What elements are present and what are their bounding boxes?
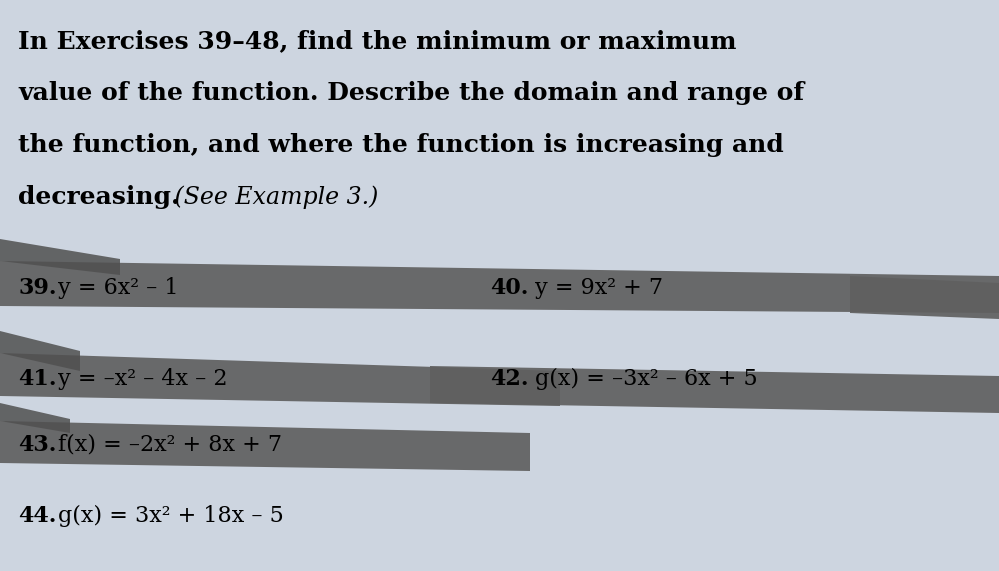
Polygon shape	[0, 331, 80, 371]
Text: 43.: 43.	[18, 434, 56, 456]
Text: the function, and where the function is increasing and: the function, and where the function is …	[18, 133, 784, 157]
Text: 40.: 40.	[490, 277, 528, 299]
Polygon shape	[0, 353, 560, 406]
Polygon shape	[0, 403, 70, 433]
Text: In Exercises 39–48, find the minimum or maximum: In Exercises 39–48, find the minimum or …	[18, 29, 736, 53]
Text: g(x) = –3x² – 6x + 5: g(x) = –3x² – 6x + 5	[535, 368, 757, 390]
Text: y = –x² – 4x – 2: y = –x² – 4x – 2	[58, 368, 228, 390]
Polygon shape	[430, 366, 999, 413]
Text: 39.: 39.	[18, 277, 57, 299]
Text: (See Example 3.): (See Example 3.)	[167, 185, 379, 208]
Text: 42.: 42.	[490, 368, 528, 390]
Polygon shape	[0, 421, 530, 471]
Text: y = 9x² + 7: y = 9x² + 7	[535, 277, 663, 299]
Text: f(x) = –2x² + 8x + 7: f(x) = –2x² + 8x + 7	[58, 434, 282, 456]
Text: value of the function. Describe the domain and range of: value of the function. Describe the doma…	[18, 81, 804, 105]
Text: 41.: 41.	[18, 368, 57, 390]
Text: decreasing.: decreasing.	[18, 185, 180, 209]
Text: 44.: 44.	[18, 505, 56, 527]
Text: g(x) = 3x² + 18x – 5: g(x) = 3x² + 18x – 5	[58, 505, 284, 527]
Text: y = 6x² – 1: y = 6x² – 1	[58, 277, 179, 299]
Polygon shape	[0, 261, 999, 313]
Polygon shape	[0, 239, 120, 275]
Polygon shape	[850, 276, 999, 319]
